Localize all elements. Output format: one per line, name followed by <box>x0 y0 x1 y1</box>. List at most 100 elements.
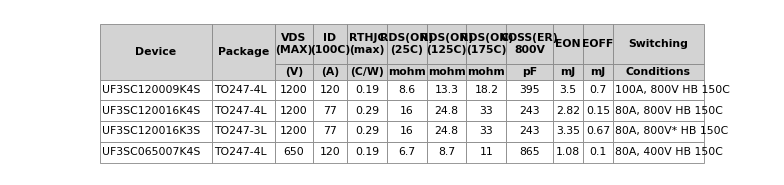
Bar <box>613 64 704 80</box>
Text: mohm: mohm <box>388 67 426 77</box>
Bar <box>313 64 347 80</box>
Bar <box>554 64 583 80</box>
Bar <box>313 121 347 142</box>
Bar <box>506 100 554 121</box>
Text: UF3SC120009K4S: UF3SC120009K4S <box>102 85 200 95</box>
Bar <box>274 121 313 142</box>
Bar <box>583 24 613 64</box>
Text: 0.67: 0.67 <box>586 126 610 136</box>
Text: 18.2: 18.2 <box>474 85 499 95</box>
Bar <box>583 64 613 80</box>
Text: 33: 33 <box>480 106 493 116</box>
Bar <box>347 100 387 121</box>
Bar <box>313 24 347 64</box>
Text: 16: 16 <box>400 106 414 116</box>
Bar <box>613 24 704 64</box>
Bar <box>347 142 387 162</box>
Bar <box>100 142 212 162</box>
Text: 0.19: 0.19 <box>355 85 379 95</box>
Bar <box>554 142 583 162</box>
Text: 0.15: 0.15 <box>586 106 610 116</box>
Text: 13.3: 13.3 <box>434 85 459 95</box>
Text: 3.35: 3.35 <box>556 126 580 136</box>
Text: RTHJC
(max): RTHJC (max) <box>349 33 385 55</box>
Text: 8.6: 8.6 <box>398 85 416 95</box>
Bar <box>347 121 387 142</box>
Text: 100A, 800V HB 150C: 100A, 800V HB 150C <box>615 85 730 95</box>
Bar <box>313 142 347 162</box>
Bar <box>274 100 313 121</box>
Text: (A): (A) <box>321 67 339 77</box>
Bar <box>426 121 466 142</box>
Text: Switching: Switching <box>628 39 688 49</box>
Text: 0.29: 0.29 <box>355 126 379 136</box>
Text: 77: 77 <box>323 126 337 136</box>
Text: 865: 865 <box>519 147 540 157</box>
Text: Device: Device <box>136 47 176 57</box>
Text: RDS(ON)
(175C): RDS(ON) (175C) <box>459 33 513 55</box>
Text: (V): (V) <box>285 67 303 77</box>
Text: mJ: mJ <box>561 67 575 77</box>
Text: UF3SC120016K3S: UF3SC120016K3S <box>102 126 200 136</box>
Text: TO247-4L: TO247-4L <box>214 106 267 116</box>
Bar <box>506 121 554 142</box>
Bar <box>426 64 466 80</box>
Text: 6.7: 6.7 <box>398 147 416 157</box>
Text: EON: EON <box>555 39 581 49</box>
Bar <box>466 100 506 121</box>
Bar <box>554 80 583 100</box>
Text: COSS(ER)
800V: COSS(ER) 800V <box>501 33 558 55</box>
Text: 1200: 1200 <box>280 106 307 116</box>
Bar <box>426 24 466 64</box>
Bar <box>613 121 704 142</box>
Bar <box>313 100 347 121</box>
Bar <box>466 80 506 100</box>
Text: 80A, 800V* HB 150C: 80A, 800V* HB 150C <box>615 126 728 136</box>
Text: RDS(ON)
(25C): RDS(ON) (25C) <box>380 33 434 55</box>
Text: (C/W): (C/W) <box>350 67 384 77</box>
Text: 16: 16 <box>400 126 414 136</box>
Bar <box>583 100 613 121</box>
Text: UF3SC120016K4S: UF3SC120016K4S <box>102 106 200 116</box>
Bar <box>466 24 506 64</box>
Bar <box>347 80 387 100</box>
Bar <box>212 142 274 162</box>
Text: 33: 33 <box>480 126 493 136</box>
Text: 243: 243 <box>519 126 540 136</box>
Text: 80A, 400V HB 150C: 80A, 400V HB 150C <box>615 147 723 157</box>
Bar <box>100 80 212 100</box>
Bar <box>212 24 274 80</box>
Bar <box>387 64 426 80</box>
Bar <box>506 64 554 80</box>
Bar <box>347 64 387 80</box>
Bar <box>274 64 313 80</box>
Text: mohm: mohm <box>428 67 466 77</box>
Bar <box>583 142 613 162</box>
Text: 0.7: 0.7 <box>590 85 607 95</box>
Bar <box>347 24 387 64</box>
Text: 0.19: 0.19 <box>355 147 379 157</box>
Text: ID
(100C): ID (100C) <box>310 33 350 55</box>
Bar <box>313 80 347 100</box>
Bar <box>466 121 506 142</box>
Bar <box>387 121 426 142</box>
Text: 0.1: 0.1 <box>590 147 607 157</box>
Text: 1.08: 1.08 <box>556 147 580 157</box>
Text: TO247-4L: TO247-4L <box>214 147 267 157</box>
Text: 77: 77 <box>323 106 337 116</box>
Bar <box>212 100 274 121</box>
Bar <box>554 24 583 64</box>
Bar <box>613 142 704 162</box>
Bar <box>426 100 466 121</box>
Text: 24.8: 24.8 <box>434 126 459 136</box>
Bar <box>506 24 554 64</box>
Bar <box>274 142 313 162</box>
Bar <box>387 80 426 100</box>
Text: 3.5: 3.5 <box>560 85 576 95</box>
Text: 24.8: 24.8 <box>434 106 459 116</box>
Bar <box>274 24 313 64</box>
Bar <box>387 100 426 121</box>
Bar <box>387 24 426 64</box>
Bar <box>506 142 554 162</box>
Text: Package: Package <box>218 47 269 57</box>
